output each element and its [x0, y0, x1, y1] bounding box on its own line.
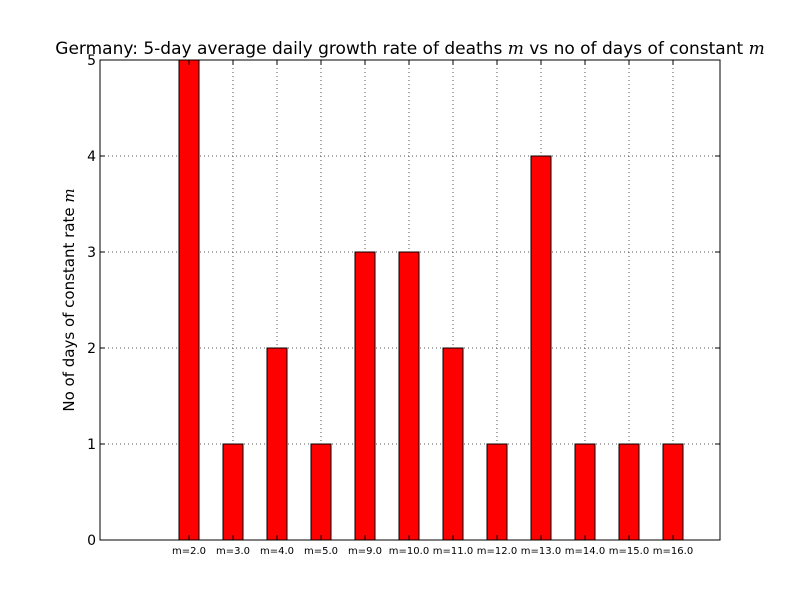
x-tick-label: m=10.0 [389, 546, 429, 557]
y-axis-label: No of days of constant rate m [60, 188, 78, 411]
y-tick-label: 4 [87, 149, 96, 165]
axis-ticks [100, 59, 720, 541]
x-tick-label: m=16.0 [653, 546, 693, 557]
y-tick-label: 2 [87, 341, 96, 357]
x-tick-label: m=3.0 [216, 546, 250, 557]
bar [574, 443, 596, 541]
x-tick-label: m=13.0 [521, 546, 561, 557]
x-tick-label: m=9.0 [348, 546, 382, 557]
x-tick-label: m=4.0 [260, 546, 294, 557]
bar [178, 59, 200, 541]
bar [530, 155, 552, 541]
bar [486, 443, 508, 541]
x-tick-label: m=14.0 [565, 546, 605, 557]
bar [662, 443, 684, 541]
x-tick-label: m=2.0 [172, 546, 206, 557]
y-tick-label: 3 [87, 245, 96, 261]
bar [310, 443, 332, 541]
bar [618, 443, 640, 541]
x-tick-label: m=12.0 [477, 546, 517, 557]
chart-title: Germany: 5-day average daily growth rate… [55, 39, 764, 59]
y-tick-label: 1 [87, 437, 96, 453]
x-tick-label: m=5.0 [304, 546, 338, 557]
x-tick-label: m=11.0 [433, 546, 473, 557]
bars [178, 59, 684, 541]
y-tick-labels: 0 1 2 3 4 5 [87, 53, 96, 549]
bar [222, 443, 244, 541]
y-tick-label: 0 [87, 533, 96, 549]
plot-area-frame [99, 59, 721, 541]
y-tick-label: 5 [87, 53, 96, 69]
x-tick-labels: m=2.0 m=3.0 m=4.0 m=5.0 m=9.0 m=10.0 m=11.0 m=1… [172, 546, 693, 557]
bar [442, 347, 464, 541]
bar [354, 251, 376, 541]
bar [266, 347, 288, 541]
bar [398, 251, 420, 541]
x-tick-label: m=15.0 [609, 546, 649, 557]
